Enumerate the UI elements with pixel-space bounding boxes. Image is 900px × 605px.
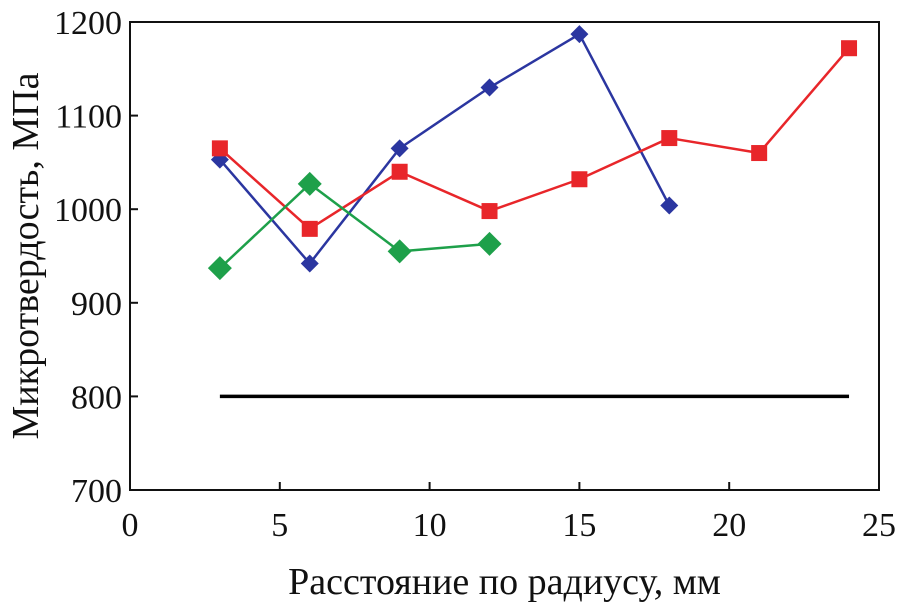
y-tick-label: 800 bbox=[71, 379, 122, 416]
data-point bbox=[570, 25, 589, 44]
data-point bbox=[571, 171, 588, 188]
x-tick-label: 15 bbox=[562, 507, 596, 544]
series-line bbox=[219, 47, 850, 231]
data-point bbox=[211, 140, 228, 157]
data-point bbox=[387, 239, 412, 264]
x-tick-label: 20 bbox=[712, 507, 746, 544]
y-tick-label: 900 bbox=[71, 286, 122, 323]
data-point bbox=[661, 130, 678, 147]
data-point bbox=[300, 254, 319, 273]
x-axis: 0 5 10 15 20 25 bbox=[122, 482, 896, 544]
y-tick-label: 1100 bbox=[55, 99, 122, 136]
plot-border bbox=[129, 21, 880, 491]
data-point bbox=[301, 220, 318, 237]
data-point bbox=[751, 145, 768, 162]
y-axis-title: Микротвердость, МПа bbox=[5, 72, 47, 439]
series-2 bbox=[211, 40, 858, 237]
series-layer bbox=[207, 25, 858, 399]
data-point bbox=[207, 256, 232, 281]
y-tick-label: 1200 bbox=[54, 5, 122, 42]
data-point bbox=[391, 163, 408, 180]
y-tick-label: 700 bbox=[71, 473, 122, 510]
data-point bbox=[481, 203, 498, 220]
y-tick-label: 1000 bbox=[54, 192, 122, 229]
x-tick-label: 0 bbox=[122, 507, 139, 544]
series-line bbox=[218, 32, 671, 265]
x-axis-title: Расстояние по радиусу, мм bbox=[288, 561, 721, 603]
data-point bbox=[841, 40, 858, 57]
data-point bbox=[297, 171, 322, 196]
data-point bbox=[390, 139, 409, 158]
x-tick-label: 5 bbox=[271, 507, 288, 544]
plot-frame bbox=[129, 21, 880, 491]
x-tick-label: 10 bbox=[413, 507, 447, 544]
data-point bbox=[477, 231, 502, 256]
data-point bbox=[660, 196, 679, 215]
data-point bbox=[480, 78, 499, 97]
series-1 bbox=[210, 25, 679, 273]
y-axis: 700 800 900 1000 1100 1200 bbox=[54, 5, 138, 510]
series-line bbox=[219, 182, 490, 270]
x-tick-label: 25 bbox=[862, 507, 896, 544]
series-3 bbox=[207, 171, 502, 281]
